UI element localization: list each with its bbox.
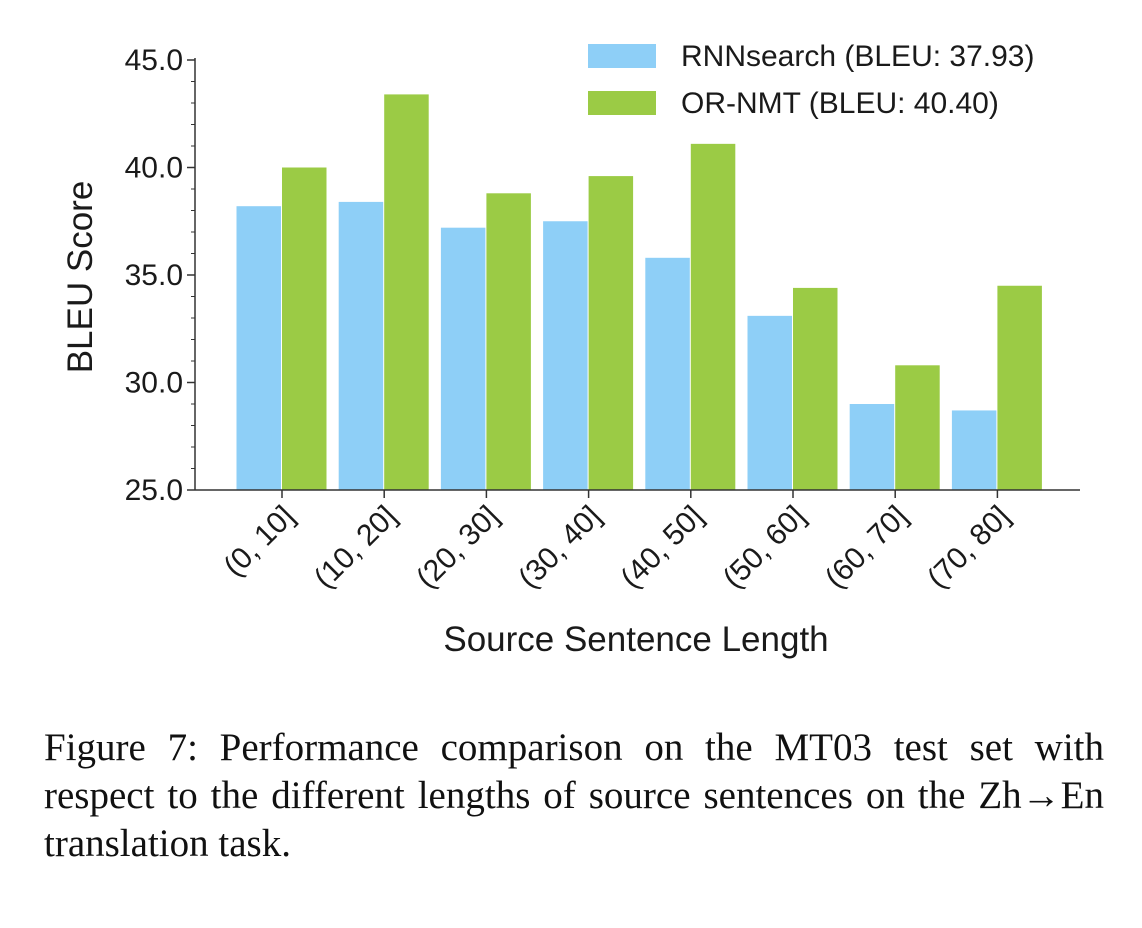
y-tick-label: 40.0: [125, 152, 183, 185]
bar-or-nmt-3: [588, 176, 634, 490]
x-tick-label: (70, 80]: [921, 500, 1016, 595]
bar-rnnsearch-6: [849, 404, 895, 490]
y-tick-label: 25.0: [125, 474, 183, 507]
axis-lines: [194, 58, 1080, 491]
bar-or-nmt-0: [282, 167, 327, 490]
y-axis-label: BLEU Score: [61, 181, 100, 374]
legend-swatch-or-nmt: [588, 91, 656, 115]
bar-rnnsearch-5: [747, 315, 792, 490]
x-tick-label: (30, 40]: [512, 500, 607, 595]
x-tick-label: (10, 20]: [308, 500, 403, 595]
bars: [236, 94, 1042, 491]
x-axis-label: Source Sentence Length: [443, 620, 828, 659]
x-axis: (0, 10] (10, 20] (20, 30] (30, 40] (40, 50](…: [217, 490, 1016, 595]
bar-or-nmt-7: [997, 285, 1042, 490]
bar-rnnsearch-4: [645, 257, 690, 490]
bar-rnnsearch-2: [440, 227, 486, 490]
bar-rnnsearch-7: [951, 410, 997, 490]
y-tick-label: 30.0: [125, 367, 183, 400]
legend-label-or-nmt: OR-NMT (BLEU: 40.40): [681, 87, 999, 120]
bar-rnnsearch-3: [543, 221, 588, 490]
bar-or-nmt-2: [486, 193, 531, 491]
bar-or-nmt-6: [895, 365, 940, 490]
x-tick-label: (0, 10]: [217, 500, 300, 583]
bar-rnnsearch-1: [338, 201, 384, 490]
x-tick-label: (50, 60]: [717, 500, 812, 595]
y-tick-label: 35.0: [125, 259, 183, 292]
bar-rnnsearch-0: [236, 206, 281, 490]
figure-caption: Figure 7: Performance comparison on the …: [44, 726, 1104, 865]
bar-or-nmt-1: [384, 94, 429, 491]
legend-label-rnnsearch: RNNsearch (BLEU: 37.93): [681, 40, 1034, 73]
legend-swatch-rnnsearch: [588, 44, 656, 68]
y-tick-label: 45.0: [125, 44, 183, 77]
x-tick-label: (60, 70]: [819, 500, 914, 595]
x-tick-label: (40, 50]: [614, 500, 709, 595]
bar-or-nmt-5: [793, 287, 838, 490]
x-tick-label: (20, 30]: [410, 500, 505, 595]
legend: RNNsearch (BLEU: 37.93) OR-NMT (BLEU: 40.…: [588, 40, 1034, 120]
bar-or-nmt-4: [690, 143, 736, 490]
bar-chart: BLEU Score Source Sentence Length 25.0 30…: [61, 40, 1080, 659]
y-axis: 25.0 30.0 35.0 40.0 45.0: [125, 44, 195, 507]
